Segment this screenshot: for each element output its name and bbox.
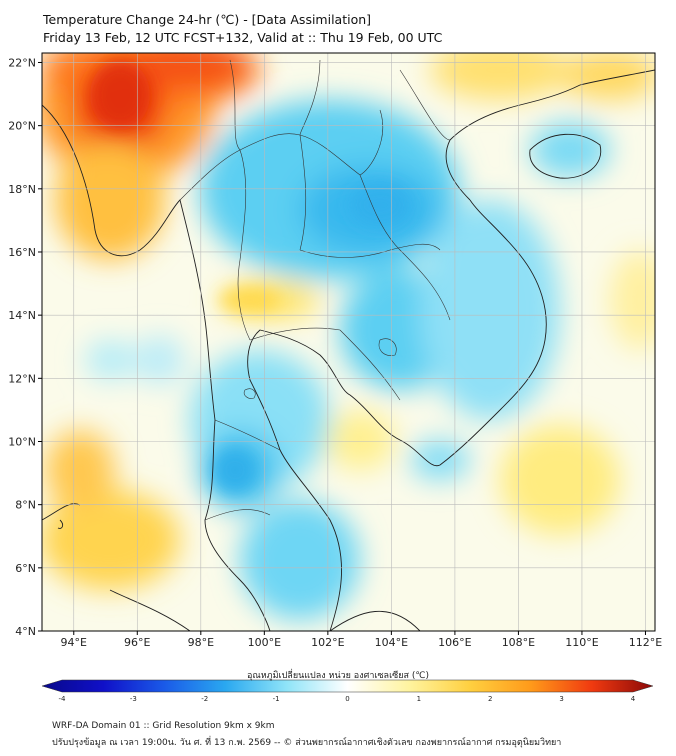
lon-label: 112°E [629, 636, 662, 649]
gridlines [42, 53, 655, 632]
colorbar-bar [41, 679, 654, 693]
footer-credit: ปรับปรุงข้อมูล ณ เวลา 19:00น. วัน ศ. ที่… [52, 738, 562, 748]
lat-label: 12°N [8, 372, 36, 385]
lat-label: 22°N [8, 56, 36, 69]
lon-label: 110°E [565, 636, 598, 649]
lon-label: 94°E [61, 636, 87, 649]
lon-label: 96°E [124, 636, 150, 649]
latitude-labels: 22°N 20°N 18°N 16°N 14°N 12°N 10°N 8°N 6°N 4°N [8, 56, 42, 638]
colorbar-tick-label: -3 [130, 695, 137, 703]
lon-label: 104°E [375, 636, 408, 649]
lon-label: 108°E [502, 636, 535, 649]
lon-label: 106°E [438, 636, 471, 649]
temperature-field [42, 53, 655, 631]
colorbar-tick-label: -2 [201, 695, 208, 703]
lat-label: 10°N [8, 435, 36, 448]
longitude-labels: 94°E 96°E 98°E 100°E 102°E 104°E 106°E 108°E 110… [61, 631, 662, 649]
lat-label: 16°N [8, 246, 36, 259]
colorbar-tick-label: 3 [559, 695, 563, 703]
lon-label: 98°E [188, 636, 214, 649]
map-frame [41, 52, 656, 632]
map-title: Temperature Change 24-hr (℃) - [Data Ass… [43, 12, 372, 27]
colorbar-tick-label: 2 [488, 695, 492, 703]
map-subtitle: Friday 13 Feb, 12 UTC FCST+132, Valid at… [43, 30, 443, 45]
lat-label: 20°N [8, 120, 36, 133]
footer-model-info: WRF-DA Domain 01 :: Grid Resolution 9km … [52, 721, 275, 731]
colorbar: -4 -3 -2 -1 0 1 2 3 4 [41, 679, 654, 703]
colorbar-tick-label: 1 [417, 695, 421, 703]
province-borders [179, 59, 451, 521]
colorbar-tick-label: 0 [345, 695, 349, 703]
colorbar-tick-label: -4 [59, 695, 67, 703]
colorbar-label: อุณหภูมิเปลี่ยนแปลง หน่วย องศาเซลเซียส (… [246, 671, 430, 681]
lat-label: 14°N [8, 309, 36, 322]
lat-label: 6°N [15, 562, 36, 575]
colorbar-tick-label: -1 [273, 695, 280, 703]
colorbar-tick-label: 4 [631, 695, 636, 703]
lat-label: 18°N [8, 183, 36, 196]
lon-label: 100°E [248, 636, 281, 649]
lat-label: 4°N [15, 625, 36, 638]
lat-label: 8°N [15, 499, 36, 512]
lon-label: 102°E [311, 636, 344, 649]
colorbar-ticks: -4 -3 -2 -1 0 1 2 3 4 [59, 695, 636, 703]
